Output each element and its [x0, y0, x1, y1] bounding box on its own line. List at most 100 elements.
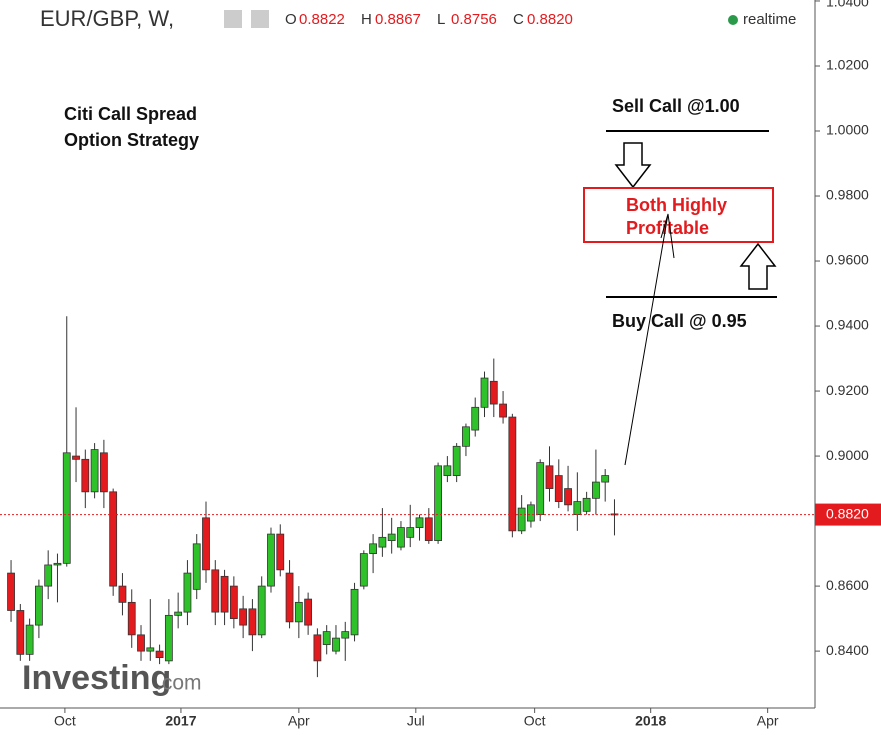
last-price-label: 0.8820 — [826, 505, 869, 521]
candle-body — [480, 377, 489, 408]
pointer-line — [624, 213, 675, 466]
candle-body — [155, 650, 164, 659]
candle-body — [462, 426, 470, 447]
candle-body — [7, 572, 15, 611]
candle-body — [313, 634, 322, 662]
candle-body — [350, 588, 359, 636]
candle-body — [322, 631, 331, 646]
candle-body — [378, 536, 387, 548]
candle-body — [294, 601, 303, 623]
candle-body — [44, 564, 53, 587]
candle-body — [452, 445, 461, 476]
candle-body — [527, 504, 535, 522]
candle-body — [72, 455, 80, 460]
candle-body — [387, 533, 396, 541]
ohlc-label: O — [285, 11, 297, 28]
candle-body — [62, 452, 71, 564]
candle-body — [424, 517, 433, 541]
settings-icon[interactable] — [251, 10, 269, 28]
candle-body — [276, 533, 285, 571]
candle-body — [220, 575, 229, 613]
candle-body — [248, 608, 257, 636]
candle-body — [137, 634, 145, 652]
x-tick-label: Jul — [407, 713, 425, 729]
candle-body — [554, 475, 563, 502]
y-tick-label: 0.8600 — [826, 577, 869, 593]
last-price-tag — [815, 503, 881, 526]
y-tick-label: 0.9000 — [826, 447, 869, 463]
status: realtime — [743, 11, 796, 28]
y-tick-label: 1.0400 — [826, 0, 869, 10]
candle-body — [573, 501, 582, 515]
x-tick-label: 2017 — [165, 713, 196, 729]
candle-body — [582, 497, 591, 512]
ohlc-value: 0.8756 — [451, 11, 497, 28]
settings-icon[interactable] — [224, 10, 242, 28]
candle-body — [369, 543, 378, 554]
candle-body — [434, 465, 442, 541]
annotation: Buy Call @ 0.95 — [612, 311, 747, 331]
y-tick-label: 1.0000 — [826, 122, 869, 138]
candle-body — [332, 637, 340, 652]
candle-body — [415, 517, 424, 528]
candle-body — [517, 507, 526, 532]
x-tick-label: 2018 — [635, 713, 666, 729]
candle-body — [489, 380, 498, 405]
candle-body — [25, 624, 34, 655]
candle-body — [16, 610, 25, 655]
watermark: .com — [156, 672, 202, 695]
annotation: Option Strategy — [64, 130, 199, 150]
candle-body — [127, 601, 136, 636]
candle-body — [118, 585, 127, 603]
x-tick-label: Apr — [288, 713, 310, 729]
candle-body — [359, 553, 368, 587]
candle-body — [397, 527, 405, 548]
y-tick-label: 1.0200 — [826, 57, 869, 73]
annotation: Citi Call Spread — [64, 104, 197, 124]
plot-area — [7, 316, 619, 678]
ohlc-value: 0.8822 — [299, 11, 345, 28]
candle-body — [592, 481, 600, 499]
y-tick-label: 0.9400 — [826, 317, 869, 333]
candle-body — [564, 488, 572, 506]
candle-body — [508, 416, 517, 532]
candle-body — [341, 631, 350, 639]
candle-body — [99, 452, 108, 493]
y-tick-label: 0.8400 — [826, 642, 869, 658]
watermark: Investing — [22, 659, 171, 697]
candle-body — [229, 585, 238, 620]
candle-body — [257, 585, 266, 636]
candle-body — [174, 611, 183, 616]
candle-body — [90, 449, 99, 493]
candle-body — [499, 403, 507, 418]
candle-body — [109, 491, 118, 587]
candle-body — [164, 614, 173, 662]
candle-body — [146, 647, 155, 652]
x-tick-label: Oct — [54, 713, 76, 729]
candle-body — [211, 569, 220, 613]
annotation: Both Highly — [626, 195, 727, 215]
y-tick-label: 0.9800 — [826, 187, 869, 203]
candle-body — [471, 406, 480, 431]
candle-body — [406, 527, 415, 538]
ohlc-value: 0.8820 — [527, 11, 573, 28]
down-arrow — [614, 142, 652, 189]
status-dot — [728, 15, 738, 25]
x-tick-label: Oct — [524, 713, 546, 729]
candle-body — [536, 462, 545, 515]
annotation-box — [583, 187, 774, 243]
candle-body — [183, 572, 192, 613]
candle-body — [304, 598, 313, 626]
candle-body — [285, 572, 294, 623]
candle-body — [81, 458, 90, 493]
ohlc-value: 0.8867 — [375, 11, 421, 28]
annotation: Sell Call @1.00 — [612, 96, 740, 116]
ohlc-label: H — [361, 11, 372, 28]
up-arrow — [739, 242, 777, 290]
candle-body — [545, 465, 554, 489]
x-tick-label: Apr — [757, 713, 779, 729]
ohlc-label: L — [437, 11, 445, 28]
annotation: Profitable — [626, 218, 709, 238]
